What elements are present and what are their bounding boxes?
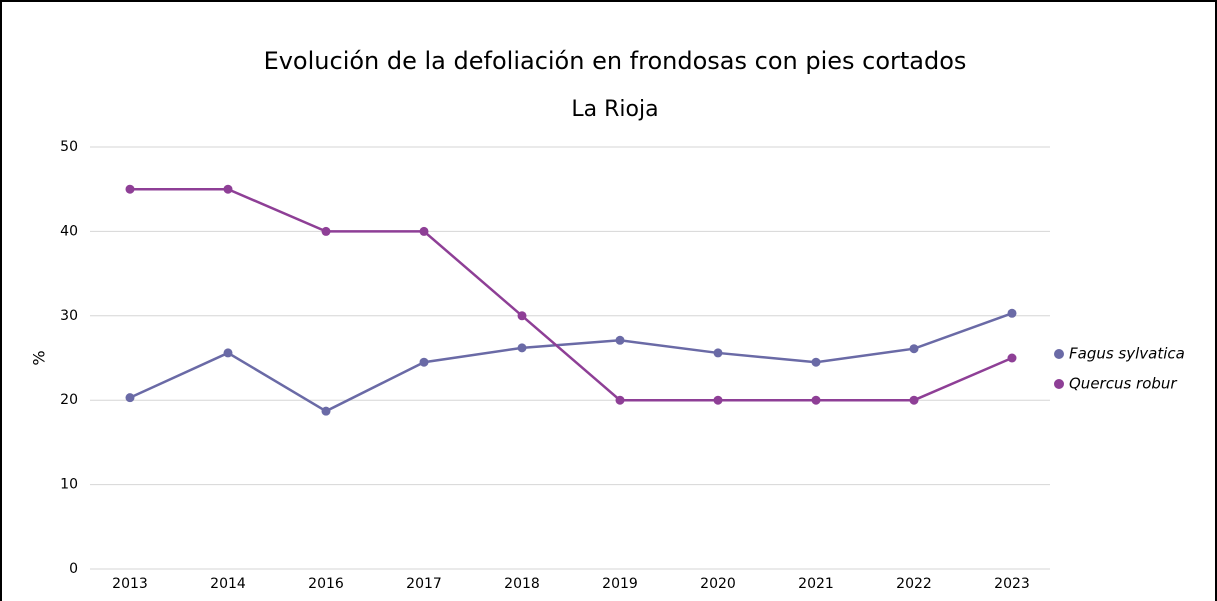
y-tick-label: 30 [60,308,78,324]
legend-marker [1054,349,1064,359]
y-tick-label: 50 [60,139,78,155]
data-point [321,226,331,236]
data-point [517,343,527,353]
chart-title: Evolución de la defoliación en frondosas… [264,47,967,75]
data-point [713,395,723,405]
data-point [1007,353,1017,363]
y-tick-label: 40 [60,223,78,239]
data-point [419,357,429,367]
y-axis-label: % [30,350,49,365]
x-tick-label: 2018 [504,576,540,592]
legend-label: Quercus robur [1069,375,1177,393]
data-point [811,395,821,405]
series-line [129,312,1013,413]
data-point [811,357,821,367]
data-point [1007,308,1017,318]
series-line [130,187,1013,402]
y-tick-label: 10 [60,477,78,493]
x-tick-label: 2019 [602,576,638,592]
data-point [713,348,723,358]
x-tick-label: 2020 [700,576,736,592]
legend-label: Fagus sylvatica [1069,345,1185,363]
y-tick-label: 0 [69,561,78,577]
x-tick-label: 2016 [308,576,344,592]
data-point [223,348,233,358]
x-tick-label: 2021 [798,576,834,592]
chart-subtitle: La Rioja [571,97,658,122]
data-point [615,335,625,345]
data-point [125,184,135,194]
x-tick-label: 2023 [994,576,1030,592]
data-point [517,311,527,321]
x-tick-label: 2014 [210,576,246,592]
x-tick-label: 2017 [406,576,442,592]
data-point [909,395,919,405]
data-point [321,406,331,416]
data-point [615,395,625,405]
x-tick-label: 2013 [112,576,148,592]
data-point [125,393,135,403]
data-point [419,226,429,236]
legend-marker [1054,379,1064,389]
data-point [223,184,233,194]
data-point [909,344,919,354]
x-tick-label: 2022 [896,576,932,592]
y-tick-label: 20 [60,392,78,408]
